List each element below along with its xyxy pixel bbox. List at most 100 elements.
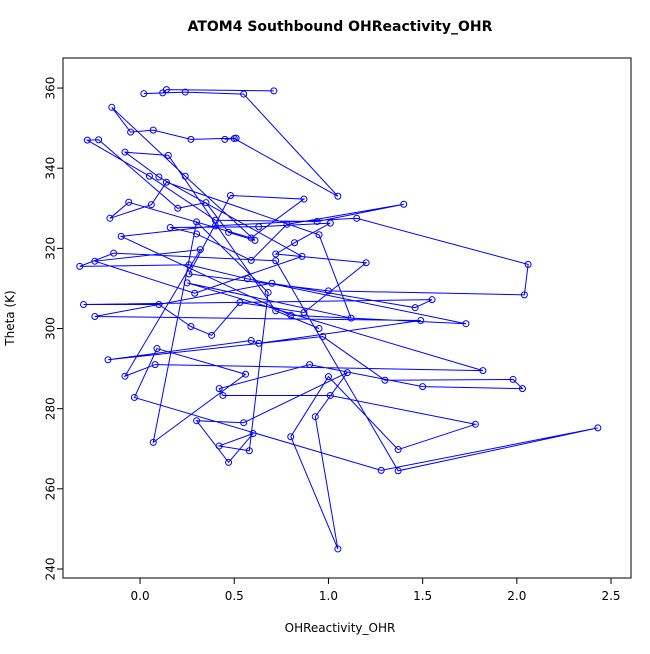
- data-point: [232, 134, 240, 142]
- data-point: [300, 195, 308, 203]
- data-point: [324, 373, 332, 381]
- data-point: [149, 438, 157, 446]
- data-point: [334, 545, 342, 553]
- chart-title: ATOM4 Southbound OHReactivity_OHR: [188, 19, 493, 35]
- data-point: [353, 214, 361, 222]
- data-point: [219, 391, 227, 399]
- data-point: [191, 289, 199, 297]
- y-tick-label: 280: [44, 397, 58, 420]
- data-point: [287, 433, 295, 441]
- data-point: [381, 376, 389, 384]
- data-point: [236, 298, 244, 306]
- y-tick-label: 260: [44, 477, 58, 500]
- y-tick-label: 340: [44, 157, 58, 180]
- data-point: [187, 323, 195, 331]
- data-point: [174, 204, 182, 212]
- data-point: [193, 230, 201, 238]
- data-point: [311, 413, 319, 421]
- data-point: [272, 257, 280, 265]
- data-point: [166, 224, 174, 232]
- data-point: [518, 385, 526, 393]
- data-point: [347, 314, 355, 322]
- data-point: [247, 337, 255, 345]
- data-point: [255, 339, 263, 347]
- data-point: [326, 219, 334, 227]
- data-point: [255, 223, 263, 231]
- data-point: [509, 375, 517, 383]
- data-point: [187, 135, 195, 143]
- data-point: [524, 260, 532, 268]
- x-tick-label: 2.0: [507, 589, 526, 603]
- data-point: [221, 135, 229, 143]
- data-point: [91, 257, 99, 265]
- data-point: [240, 90, 248, 98]
- data-point: [326, 391, 334, 399]
- data-point: [151, 361, 159, 369]
- data-point: [159, 89, 167, 97]
- data-point: [394, 467, 402, 475]
- data-point: [215, 385, 223, 393]
- data-point: [181, 172, 189, 180]
- data-point: [313, 218, 321, 226]
- data-line: [79, 89, 598, 550]
- data-point: [319, 333, 327, 341]
- data-point: [164, 151, 172, 159]
- data-point: [343, 369, 351, 377]
- data-point: [268, 279, 276, 287]
- data-point: [91, 312, 99, 320]
- data-point: [225, 458, 233, 466]
- x-tick-label: 1.0: [319, 589, 338, 603]
- y-tick-label: 300: [44, 317, 58, 340]
- x-axis-label: OHReactivity_OHR: [285, 621, 396, 635]
- data-point: [125, 198, 133, 206]
- data-point: [121, 148, 129, 156]
- data-point: [400, 200, 408, 208]
- data-point: [471, 420, 479, 428]
- data-point: [76, 262, 84, 270]
- data-point: [270, 87, 278, 95]
- data-point: [298, 252, 306, 260]
- data-point: [419, 383, 427, 391]
- data-point: [155, 173, 163, 181]
- data-point: [300, 308, 308, 316]
- data-point: [145, 172, 153, 180]
- y-tick-label: 320: [44, 237, 58, 260]
- data-point: [249, 430, 257, 438]
- data-point: [287, 311, 295, 319]
- data-point: [411, 304, 419, 312]
- data-point: [149, 126, 157, 134]
- data-point: [315, 231, 323, 239]
- data-point: [215, 442, 223, 450]
- data-point: [243, 275, 251, 283]
- x-tick-label: 0.0: [131, 589, 150, 603]
- data-point: [140, 90, 148, 98]
- data-point: [108, 103, 116, 111]
- data-point: [247, 234, 255, 242]
- data-point: [181, 88, 189, 96]
- data-point: [251, 236, 259, 244]
- data-point: [315, 325, 323, 333]
- data-point: [520, 291, 528, 299]
- x-tick-label: 2.5: [601, 589, 620, 603]
- data-point: [130, 393, 138, 401]
- data-point: [594, 424, 602, 432]
- data-point: [479, 367, 487, 375]
- data-point: [110, 249, 118, 257]
- plot-frame: [62, 57, 632, 579]
- data-point: [377, 466, 385, 474]
- data-point: [264, 288, 272, 296]
- data-point: [117, 232, 125, 240]
- data-point: [208, 331, 216, 339]
- data-point: [240, 419, 248, 427]
- y-axis-label: Theta (K): [3, 290, 17, 346]
- data-point: [211, 222, 219, 230]
- data-point: [185, 261, 193, 269]
- data-point: [153, 345, 161, 353]
- data-point: [183, 279, 191, 287]
- data-point: [245, 447, 253, 455]
- data-point: [185, 270, 193, 278]
- data-point: [196, 246, 204, 254]
- data-point: [428, 296, 436, 304]
- x-tick-label: 0.5: [225, 589, 244, 603]
